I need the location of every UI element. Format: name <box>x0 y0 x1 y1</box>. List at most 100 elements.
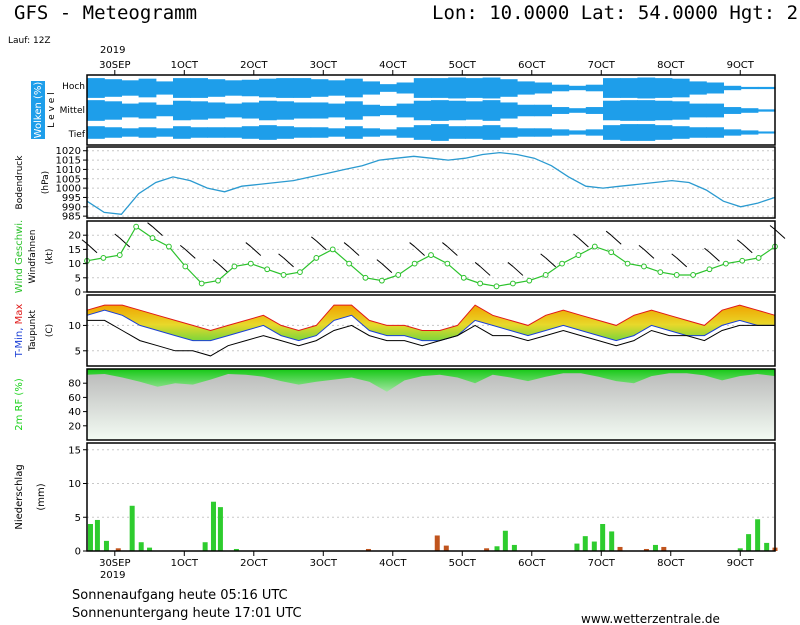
wind-speed-point <box>231 263 238 270</box>
precipitation-bar <box>115 548 121 551</box>
cloud-cover-cell <box>327 80 346 96</box>
precipitation-bar <box>202 542 208 551</box>
cloud-cover-cell <box>654 125 673 140</box>
x-tick-label-top: 2OCT <box>240 60 268 71</box>
wind-barb <box>447 246 458 256</box>
cloud-cover-cell <box>568 85 587 91</box>
precipitation-bar <box>210 501 216 551</box>
cloud-y-label: Wolken (%) <box>33 82 44 139</box>
wind-barb <box>86 243 98 254</box>
temperature-unit-label: (C) <box>45 324 55 337</box>
precipitation-bar <box>494 546 500 551</box>
wind-barb <box>545 257 557 268</box>
wind-speed-point <box>149 235 156 241</box>
cloud-cover-cell <box>517 81 535 95</box>
precipitation-bar <box>94 519 100 551</box>
y-tick-label: 0 <box>75 288 81 299</box>
panel-temperature: 5 10 T-Min, Max Taupunkt (C) <box>14 294 776 367</box>
x-tick-label-top: 5OCT <box>449 60 477 71</box>
precipitation-bar <box>574 543 580 551</box>
precipitation-bar <box>233 548 239 551</box>
wind-barb-flag <box>671 253 678 259</box>
wind-barb-flag <box>81 239 88 245</box>
y-tick-label: 5 <box>75 513 81 524</box>
x-axis-bottom: 30SEP 1OCT 2OCT 3OCT 4OCT 5OCT 6OCT 7OCT 8OCT 9OC… <box>99 551 755 569</box>
cloud-cover-cell <box>499 102 518 119</box>
cloud-cover-cell <box>259 125 277 140</box>
wind-speed-point <box>378 277 385 284</box>
cloud-cover-cell <box>757 131 776 134</box>
cloud-cover-cell <box>396 82 415 94</box>
wind-barb-flag <box>147 222 153 228</box>
y-tick-label: 0 <box>75 547 81 558</box>
wind-speed-point <box>329 246 336 253</box>
wind-speed-point <box>755 255 762 261</box>
cloud-cover-cell <box>121 80 140 96</box>
tmin-label: T-Min, <box>14 328 25 359</box>
cloud-cover-cell <box>723 107 742 114</box>
x-tick-label-top: 1OCT <box>171 60 199 71</box>
precipitation-bar <box>609 531 615 551</box>
precipitation-bar <box>484 548 490 551</box>
cloud-cover-cell <box>603 125 621 140</box>
x-axis-top: 30SEP 1OCT 2OCT 3OCT 4OCT 5OCT 6OCT 7OCT 8OCT 9OC… <box>99 60 755 75</box>
panel-frame <box>86 146 776 219</box>
wind-barb-flag <box>179 245 186 250</box>
cloud-cover-cell <box>173 78 191 98</box>
wind-barb <box>741 243 753 254</box>
wind-speed-point <box>493 283 500 290</box>
precipitation-bar <box>147 547 153 551</box>
y-tick-label: 10 <box>68 479 81 490</box>
wind-barb-flag <box>376 259 383 264</box>
cloud-cover-cell <box>689 103 707 118</box>
cloud-cover-cell <box>259 78 277 98</box>
cloud-cover-cell <box>362 128 380 137</box>
cloud-cover-cell <box>448 77 466 99</box>
wind-speed-point <box>559 260 565 267</box>
cloud-cover-cell <box>413 100 432 121</box>
cloud-cover-cell <box>87 100 105 121</box>
cloud-cover-cell <box>654 100 673 121</box>
wind-barb-flag <box>507 262 514 267</box>
cloud-cover-cell <box>121 103 140 118</box>
location-readout: Lon: 10.0000 Lat: 54.0000 Hgt: 2 <box>432 2 798 24</box>
precipitation-bar <box>755 519 761 551</box>
tmin-line <box>86 309 775 342</box>
x-tick-label-top: 6OCT <box>518 60 546 71</box>
cloud-cover-cell <box>431 100 449 121</box>
cloud-cover-cell <box>431 78 449 98</box>
precipitation-bar <box>582 536 588 551</box>
wind-barb-flag <box>343 242 350 247</box>
wind-barb <box>381 263 393 273</box>
wind-speed-point <box>247 260 254 267</box>
cloud-cover-cell <box>173 126 191 139</box>
temperature-band <box>87 305 775 341</box>
cloud-cover-cell <box>345 78 363 98</box>
cloud-cover-cell <box>224 80 243 96</box>
x-tick-label-top: 4OCT <box>379 60 407 71</box>
cloud-cover-cell <box>379 105 398 116</box>
x-tick-label-bottom: 5OCT <box>449 558 477 569</box>
pressure-unit-label: (hPa) <box>41 171 51 194</box>
precipitation-bar <box>217 507 223 551</box>
cloud-cover-cell <box>396 103 415 118</box>
pressure-line <box>86 151 776 215</box>
wind-speed-point <box>739 257 746 264</box>
cloud-cover-cell <box>104 127 122 138</box>
wind-speed-point <box>198 280 205 287</box>
tmax-line <box>86 304 776 332</box>
wind-barb <box>348 246 360 256</box>
precipitation-bar <box>600 524 606 551</box>
cloud-cover-cell <box>620 124 638 141</box>
sunset-text: Sonnenuntergang heute 17:01 UTC <box>72 606 302 621</box>
precipitation-bar <box>764 542 770 551</box>
cloud-cover-cell <box>327 103 346 118</box>
y-tick-label: 60 <box>68 393 81 404</box>
cloud-cover-cell <box>224 103 243 118</box>
cloud-cover-cell <box>241 126 260 139</box>
wind-barb <box>283 257 294 268</box>
x-tick-label-top: 8OCT <box>657 60 685 71</box>
y-tick-label: 40 <box>68 407 81 418</box>
cloud-cover-cell <box>173 100 191 121</box>
cloud-cover-cell <box>757 86 776 90</box>
